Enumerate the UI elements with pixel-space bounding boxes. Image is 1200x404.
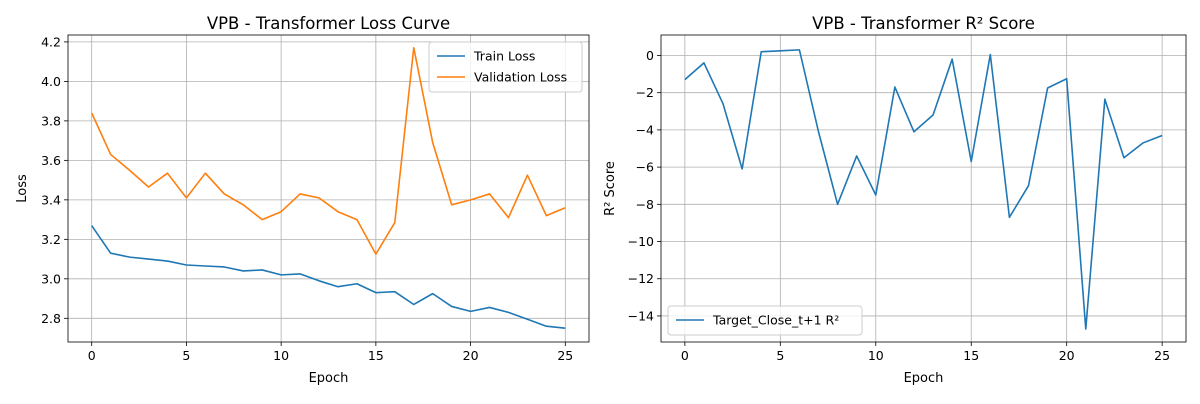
y-tick-label: 3.6 xyxy=(41,153,61,168)
y-tick-label: −8 xyxy=(636,197,654,212)
series-line-1 xyxy=(91,225,566,329)
y-tick-label: 3.4 xyxy=(41,192,61,207)
plot-frame xyxy=(660,34,1187,343)
legend-label-1: Target_Close_t+1 R² xyxy=(712,313,839,328)
y-axis-label: Loss xyxy=(15,174,30,203)
legend-box xyxy=(667,305,863,336)
x-tick-label: 25 xyxy=(1154,348,1170,363)
x-axis-label: Epoch xyxy=(309,371,349,386)
series-line-1 xyxy=(684,49,1163,330)
chart-title: VPB - Transformer Loss Curve xyxy=(207,14,450,33)
x-tick-label: 15 xyxy=(963,348,979,363)
y-tick-label: −10 xyxy=(628,234,654,249)
x-tick-label: 5 xyxy=(182,348,190,363)
legend: Target_Close_t+1 R² xyxy=(667,305,863,336)
x-tick-label: 20 xyxy=(1059,348,1075,363)
x-tick-label: 0 xyxy=(88,348,96,363)
y-tick-label: −4 xyxy=(636,122,654,137)
x-tick-label: 10 xyxy=(273,348,289,363)
y-tick-label: 4.2 xyxy=(41,34,61,49)
y-tick-label: 2.8 xyxy=(41,311,61,326)
x-tick-label: 20 xyxy=(463,348,479,363)
x-axis-label: Epoch xyxy=(904,371,944,386)
x-tick-label: 0 xyxy=(681,348,689,363)
chart-1: 0 5 10 15 20 25 2.8 3.0 3.2 3.4 3.6 3.8 4.0 4.2 VPB - … xyxy=(15,14,590,386)
chart-title: VPB - Transformer R² Score xyxy=(812,14,1035,33)
y-tick-label: −14 xyxy=(628,308,654,323)
x-tick-label: 10 xyxy=(868,348,884,363)
y-tick-label: −12 xyxy=(628,271,654,286)
y-axis-label: R² Score xyxy=(603,161,618,216)
plot-frame xyxy=(67,34,590,343)
y-tick-label: 0 xyxy=(646,48,654,63)
x-tick-label: 15 xyxy=(368,348,384,363)
y-tick-label: 3.8 xyxy=(41,113,61,128)
y-tick-label: 4.0 xyxy=(41,74,61,89)
y-tick-label: 3.0 xyxy=(41,271,61,286)
x-tick-label: 25 xyxy=(557,348,573,363)
series-line-2 xyxy=(90,47,566,255)
chart-2: 0 5 10 15 20 25 −14 −12 −10 −8 −6 −4 −2 0 VPB - Transf… xyxy=(603,14,1187,386)
legend-label-2: Validation Loss xyxy=(474,70,567,85)
y-tick-label: −6 xyxy=(636,160,654,175)
y-tick-label: −2 xyxy=(636,85,654,100)
legend: Train Loss Validation Loss xyxy=(428,41,583,93)
y-tick-label: 3.2 xyxy=(41,232,61,247)
x-tick-label: 5 xyxy=(776,348,784,363)
legend-box xyxy=(428,41,583,93)
legend-label-1: Train Loss xyxy=(473,49,535,64)
